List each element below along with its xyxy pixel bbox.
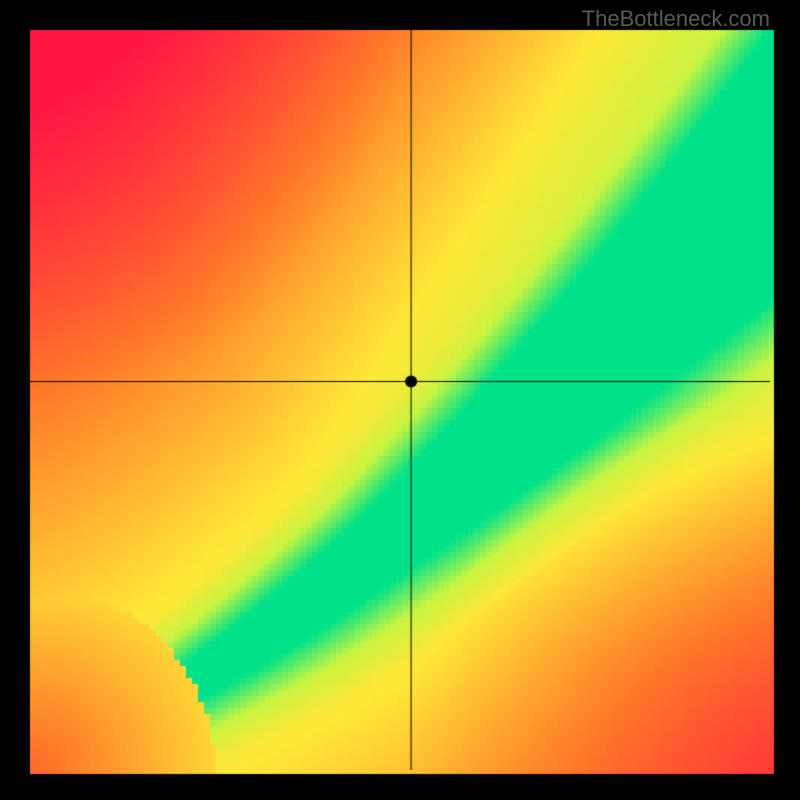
chart-container: TheBottleneck.com	[0, 0, 800, 800]
watermark-text: TheBottleneck.com	[582, 6, 770, 32]
heatmap-canvas	[0, 0, 800, 800]
